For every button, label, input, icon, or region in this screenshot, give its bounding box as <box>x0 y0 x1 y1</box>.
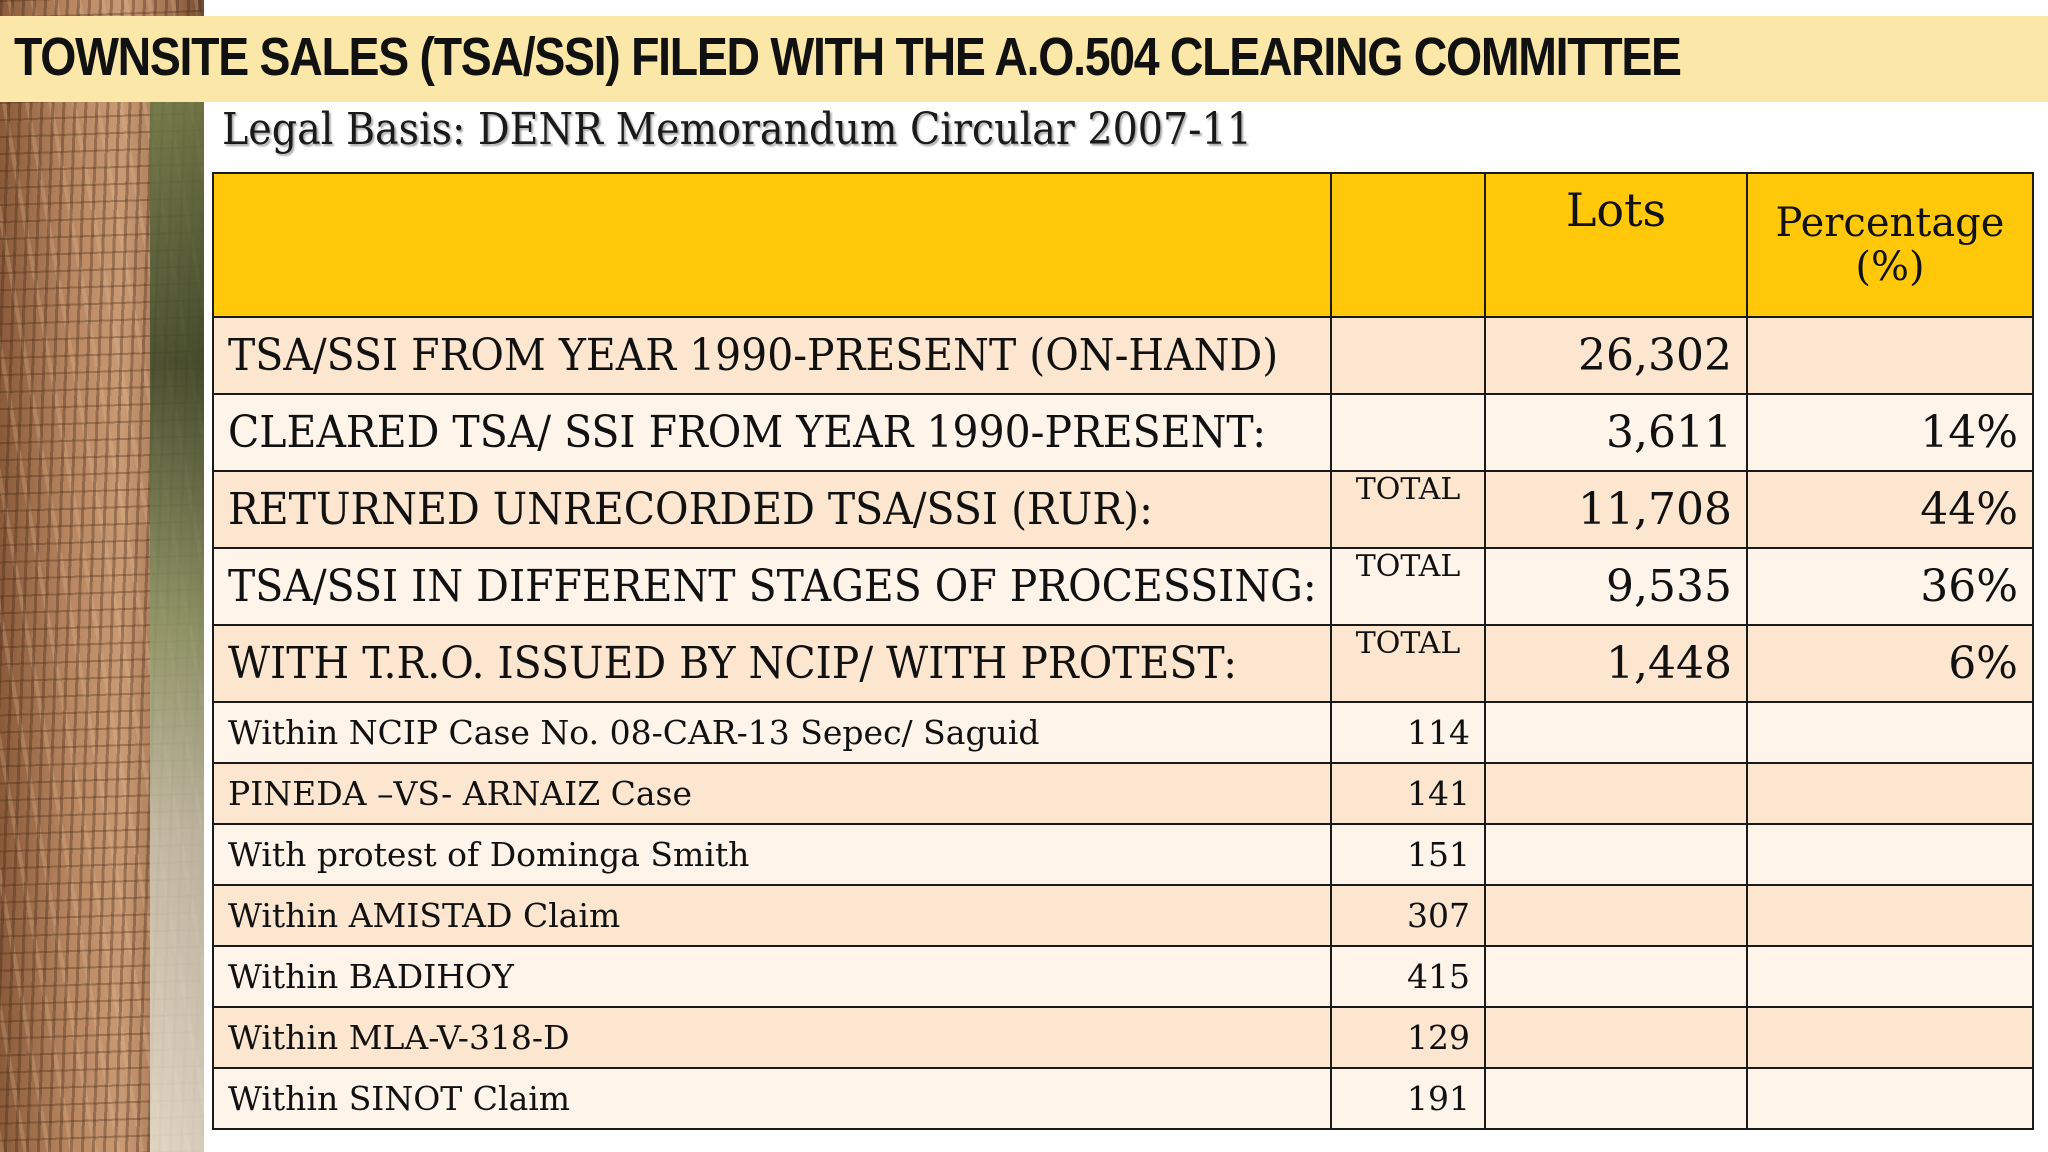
row-lots: 3,611 <box>1484 393 1748 472</box>
empty-cell <box>1484 823 1748 886</box>
detail-count: 151 <box>1330 823 1486 886</box>
row-percent: 6% <box>1746 624 2034 703</box>
detail-count: 191 <box>1330 1067 1486 1130</box>
header-percentage: Percentage (%) <box>1746 172 2034 318</box>
table-row: TSA/SSI FROM YEAR 1990-PRESENT (ON-HAND)… <box>212 316 2034 395</box>
table-header-row: Lots Percentage (%) <box>212 172 2034 318</box>
row-label-text: CLEARED TSA/ SSI FROM YEAR 1990-PRESENT: <box>228 407 1267 458</box>
row-percent: 36% <box>1746 547 2034 626</box>
table-row: With protest of Dominga Smith 151 <box>212 823 2034 886</box>
header-percentage-label: Percentage <box>1775 200 2005 246</box>
row-tag <box>1330 316 1486 395</box>
header-label-cell <box>212 172 1332 318</box>
page-title: TOWNSITE SALES (TSA/SSI) FILED WITH THE … <box>14 27 1682 87</box>
table-row: PINEDA –VS- ARNAIZ Case 141 <box>212 762 2034 825</box>
detail-label: Within NCIP Case No. 08-CAR-13 Sepec/ Sa… <box>212 701 1332 764</box>
detail-label: With protest of Dominga Smith <box>212 823 1332 886</box>
empty-cell <box>1746 1067 2034 1130</box>
table-row: CLEARED TSA/ SSI FROM YEAR 1990-PRESENT:… <box>212 393 2034 472</box>
table-row: TSA/SSI IN DIFFERENT STAGES OF PROCESSIN… <box>212 547 2034 626</box>
row-label: TSA/SSI IN DIFFERENT STAGES OF PROCESSIN… <box>212 547 1332 626</box>
empty-cell <box>1484 701 1748 764</box>
table-row: Within AMISTAD Claim 307 <box>212 884 2034 947</box>
empty-cell <box>1484 1006 1748 1069</box>
foliage-background <box>150 100 204 1152</box>
row-lots: 1,448 <box>1484 624 1748 703</box>
empty-cell <box>1484 762 1748 825</box>
row-label-text: WITH T.R.O. ISSUED BY NCIP/ WITH PROTEST… <box>228 638 1238 689</box>
row-label: CLEARED TSA/ SSI FROM YEAR 1990-PRESENT: <box>212 393 1332 472</box>
title-bar <box>0 16 2048 102</box>
row-tag <box>1330 393 1486 472</box>
row-label: RETURNED UNRECORDED TSA/SSI (RUR): <box>212 470 1332 549</box>
row-tag: TOTAL <box>1330 624 1486 703</box>
empty-cell <box>1746 762 2034 825</box>
row-label: WITH T.R.O. ISSUED BY NCIP/ WITH PROTEST… <box>212 624 1332 703</box>
detail-label: PINEDA –VS- ARNAIZ Case <box>212 762 1332 825</box>
detail-count: 307 <box>1330 884 1486 947</box>
row-percent <box>1746 316 2034 395</box>
header-percentage-unit: (%) <box>1855 244 1925 290</box>
empty-cell <box>1746 945 2034 1008</box>
empty-cell <box>1484 1067 1748 1130</box>
table-row: Within MLA-V-318-D 129 <box>212 1006 2034 1069</box>
row-label-text: TSA/SSI FROM YEAR 1990-PRESENT (ON-HAND) <box>228 330 1279 381</box>
detail-count: 141 <box>1330 762 1486 825</box>
table-row: Within BADIHOY 415 <box>212 945 2034 1008</box>
empty-cell <box>1484 884 1748 947</box>
row-percent: 14% <box>1746 393 2034 472</box>
row-label-text: TSA/SSI IN DIFFERENT STAGES OF PROCESSIN… <box>228 561 1317 612</box>
header-lots: Lots <box>1484 172 1748 318</box>
header-sub-cell <box>1330 172 1486 318</box>
table-row: RETURNED UNRECORDED TSA/SSI (RUR): TOTAL… <box>212 470 2034 549</box>
detail-count: 114 <box>1330 701 1486 764</box>
row-percent: 44% <box>1746 470 2034 549</box>
row-tag: TOTAL <box>1330 470 1486 549</box>
empty-cell <box>1746 1006 2034 1069</box>
row-label-text: RETURNED UNRECORDED TSA/SSI (RUR): <box>228 484 1153 535</box>
row-lots: 11,708 <box>1484 470 1748 549</box>
table-row: Within SINOT Claim 191 <box>212 1067 2034 1130</box>
detail-count: 129 <box>1330 1006 1486 1069</box>
detail-label: Within MLA-V-318-D <box>212 1006 1332 1069</box>
row-tag: TOTAL <box>1330 547 1486 626</box>
table-row: WITH T.R.O. ISSUED BY NCIP/ WITH PROTEST… <box>212 624 2034 703</box>
detail-label: Within BADIHOY <box>212 945 1332 1008</box>
table-row: Within NCIP Case No. 08-CAR-13 Sepec/ Sa… <box>212 701 2034 764</box>
header-lots-label: Lots <box>1565 183 1667 237</box>
row-label: TSA/SSI FROM YEAR 1990-PRESENT (ON-HAND) <box>212 316 1332 395</box>
tsa-ssi-table: Lots Percentage (%) TSA/SSI FROM YEAR 19… <box>212 172 2034 1130</box>
empty-cell <box>1746 823 2034 886</box>
row-lots: 9,535 <box>1484 547 1748 626</box>
empty-cell <box>1484 945 1748 1008</box>
detail-count: 415 <box>1330 945 1486 1008</box>
legal-basis-subtitle: Legal Basis: DENR Memorandum Circular 20… <box>222 104 1252 155</box>
empty-cell <box>1746 701 2034 764</box>
empty-cell <box>1746 884 2034 947</box>
row-lots: 26,302 <box>1484 316 1748 395</box>
detail-label: Within SINOT Claim <box>212 1067 1332 1130</box>
detail-label: Within AMISTAD Claim <box>212 884 1332 947</box>
